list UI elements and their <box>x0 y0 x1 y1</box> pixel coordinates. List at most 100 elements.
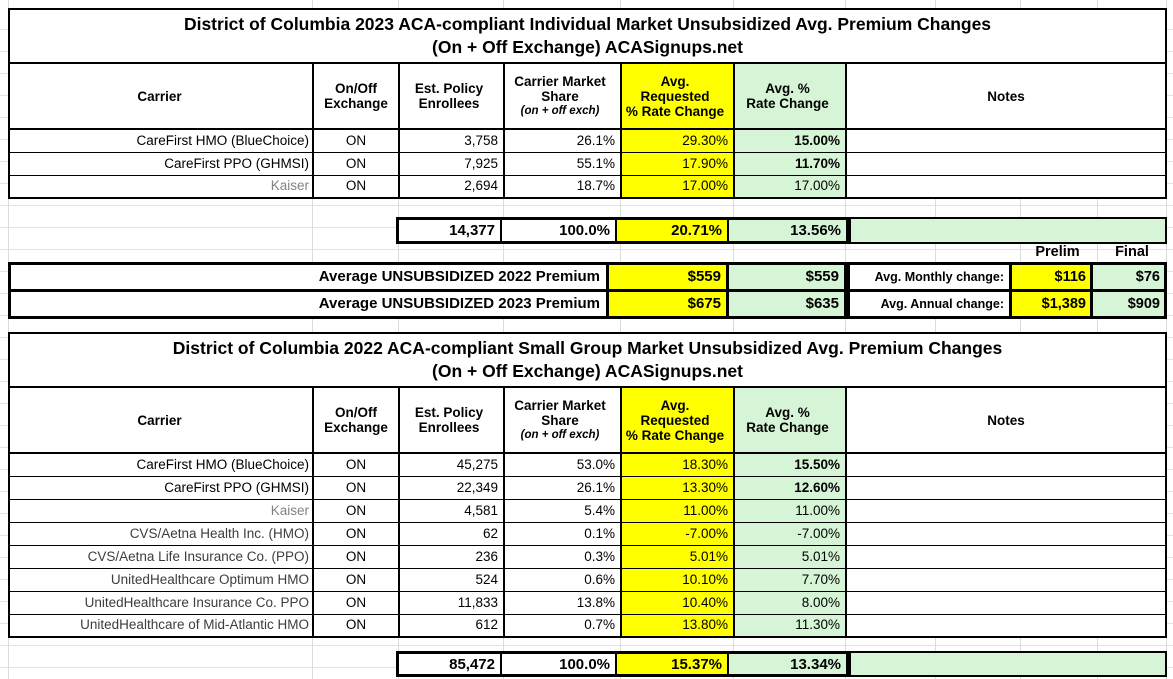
cell-approved-rate-change[interactable]: 8.00% <box>735 592 847 614</box>
premium-2023-requested-cell[interactable]: $675 <box>606 292 726 316</box>
cell-approved-rate-change[interactable]: 12.60% <box>735 477 847 499</box>
cell-exchange[interactable]: ON <box>314 546 400 568</box>
cell-carrier[interactable]: Kaiser <box>10 500 314 522</box>
cell-approved-rate-change[interactable]: 15.50% <box>735 454 847 476</box>
cell-exchange[interactable]: ON <box>314 176 400 197</box>
cell-notes[interactable] <box>847 523 1165 545</box>
cell-requested-rate-change[interactable]: 5.01% <box>622 546 735 568</box>
header-cell-enrollees[interactable]: Est. Policy Enrollees <box>400 388 505 452</box>
cell-market-share[interactable]: 26.1% <box>505 130 622 152</box>
cell-requested-rate-change[interactable]: 17.00% <box>622 176 735 197</box>
header-cell-requested[interactable]: Avg. Requested% Rate Change <box>622 388 735 452</box>
header-cell-requested[interactable]: Avg. Requested% Rate Change <box>622 64 735 128</box>
cell-enrollees[interactable]: 22,349 <box>400 477 505 499</box>
cell-market-share[interactable]: 0.1% <box>505 523 622 545</box>
total-requested-cell[interactable]: 15.37% <box>617 654 729 674</box>
cell-carrier[interactable]: Kaiser <box>10 176 314 197</box>
cell-requested-rate-change[interactable]: -7.00% <box>622 523 735 545</box>
cell-approved-rate-change[interactable]: 15.00% <box>735 130 847 152</box>
cell-requested-rate-change[interactable]: 11.00% <box>622 500 735 522</box>
header-cell-enrollees[interactable]: Est. Policy Enrollees <box>400 64 505 128</box>
header-cell-carrier[interactable]: Carrier <box>10 388 314 452</box>
annual-change-prelim-cell[interactable]: $1,389 <box>1009 292 1090 316</box>
header-cell-exchange[interactable]: On/Off Exchange <box>314 64 400 128</box>
cell-notes[interactable] <box>847 153 1165 175</box>
cell-enrollees[interactable]: 612 <box>400 615 505 636</box>
premium-2023-approved-cell[interactable]: $635 <box>726 292 844 316</box>
cell-approved-rate-change[interactable]: 5.01% <box>735 546 847 568</box>
cell-exchange[interactable]: ON <box>314 477 400 499</box>
cell-approved-rate-change[interactable]: 7.70% <box>735 569 847 591</box>
header-cell-notes[interactable]: Notes <box>847 64 1165 128</box>
cell-exchange[interactable]: ON <box>314 592 400 614</box>
cell-notes[interactable] <box>847 592 1165 614</box>
total-share-cell[interactable]: 100.0% <box>502 654 617 674</box>
header-cell-approved[interactable]: Avg. % Rate Change <box>735 64 847 128</box>
cell-notes[interactable] <box>847 477 1165 499</box>
monthly-change-final-cell[interactable]: $76 <box>1090 265 1164 289</box>
cell-enrollees[interactable]: 11,833 <box>400 592 505 614</box>
header-cell-approved[interactable]: Avg. % Rate Change <box>735 388 847 452</box>
cell-requested-rate-change[interactable]: 18.30% <box>622 454 735 476</box>
premium-2022-approved-cell[interactable]: $559 <box>726 265 844 289</box>
total-share-cell[interactable]: 100.0% <box>502 220 617 241</box>
header-cell-carrier[interactable]: Carrier <box>10 64 314 128</box>
cell-market-share[interactable]: 5.4% <box>505 500 622 522</box>
total-enrollees-cell[interactable]: 14,377 <box>399 220 502 241</box>
cell-carrier[interactable]: UnitedHealthcare Optimum HMO <box>10 569 314 591</box>
table-title-individual[interactable]: District of Columbia 2023 ACA-compliant … <box>10 10 1165 64</box>
cell-requested-rate-change[interactable]: 13.30% <box>622 477 735 499</box>
cell-carrier[interactable]: CVS/Aetna Health Inc. (HMO) <box>10 523 314 545</box>
header-cell-share[interactable]: Carrier Market Share (on + off exch) <box>505 388 622 452</box>
cell-market-share[interactable]: 0.3% <box>505 546 622 568</box>
table-title-small-group[interactable]: District of Columbia 2022 ACA-compliant … <box>10 334 1165 388</box>
cell-carrier[interactable]: CareFirst PPO (GHMSI) <box>10 477 314 499</box>
cell-carrier[interactable]: CareFirst HMO (BlueChoice) <box>10 454 314 476</box>
cell-carrier[interactable]: CareFirst HMO (BlueChoice) <box>10 130 314 152</box>
cell-carrier[interactable]: CareFirst PPO (GHMSI) <box>10 153 314 175</box>
cell-approved-rate-change[interactable]: 17.00% <box>735 176 847 197</box>
cell-notes[interactable] <box>847 569 1165 591</box>
cell-exchange[interactable]: ON <box>314 454 400 476</box>
cell-approved-rate-change[interactable]: -7.00% <box>735 523 847 545</box>
premium-2023-label[interactable]: Average UNSUBSIDIZED 2023 Premium <box>318 295 600 312</box>
cell-notes[interactable] <box>847 130 1165 152</box>
cell-enrollees[interactable]: 236 <box>400 546 505 568</box>
cell-market-share[interactable]: 26.1% <box>505 477 622 499</box>
total-notes-cell[interactable] <box>849 651 1167 677</box>
total-enrollees-cell[interactable]: 85,472 <box>399 654 502 674</box>
total-approved-cell[interactable]: 13.56% <box>729 220 846 241</box>
header-cell-notes[interactable]: Notes <box>847 388 1165 452</box>
cell-enrollees[interactable]: 45,275 <box>400 454 505 476</box>
cell-approved-rate-change[interactable]: 11.70% <box>735 153 847 175</box>
cell-market-share[interactable]: 0.6% <box>505 569 622 591</box>
cell-enrollees[interactable]: 4,581 <box>400 500 505 522</box>
cell-notes[interactable] <box>847 615 1165 636</box>
annual-change-label[interactable]: Avg. Annual change: <box>880 297 1004 311</box>
cell-market-share[interactable]: 53.0% <box>505 454 622 476</box>
cell-market-share[interactable]: 18.7% <box>505 176 622 197</box>
cell-approved-rate-change[interactable]: 11.30% <box>735 615 847 636</box>
premium-2022-requested-cell[interactable]: $559 <box>606 265 726 289</box>
monthly-change-label[interactable]: Avg. Monthly change: <box>874 270 1004 284</box>
cell-enrollees[interactable]: 2,694 <box>400 176 505 197</box>
cell-requested-rate-change[interactable]: 29.30% <box>622 130 735 152</box>
cell-exchange[interactable]: ON <box>314 523 400 545</box>
cell-requested-rate-change[interactable]: 10.10% <box>622 569 735 591</box>
header-cell-exchange[interactable]: On/Off Exchange <box>314 388 400 452</box>
cell-carrier[interactable]: UnitedHealthcare Insurance Co. PPO <box>10 592 314 614</box>
cell-requested-rate-change[interactable]: 17.90% <box>622 153 735 175</box>
cell-exchange[interactable]: ON <box>314 130 400 152</box>
total-notes-cell[interactable] <box>849 217 1167 244</box>
cell-enrollees[interactable]: 524 <box>400 569 505 591</box>
header-cell-share[interactable]: Carrier Market Share (on + off exch) <box>505 64 622 128</box>
prelim-column-header[interactable]: Prelim <box>1035 244 1080 260</box>
total-approved-cell[interactable]: 13.34% <box>729 654 846 674</box>
cell-enrollees[interactable]: 3,758 <box>400 130 505 152</box>
cell-requested-rate-change[interactable]: 10.40% <box>622 592 735 614</box>
cell-exchange[interactable]: ON <box>314 500 400 522</box>
cell-carrier[interactable]: CVS/Aetna Life Insurance Co. (PPO) <box>10 546 314 568</box>
annual-change-final-cell[interactable]: $909 <box>1090 292 1164 316</box>
cell-requested-rate-change[interactable]: 13.80% <box>622 615 735 636</box>
total-requested-cell[interactable]: 20.71% <box>617 220 729 241</box>
